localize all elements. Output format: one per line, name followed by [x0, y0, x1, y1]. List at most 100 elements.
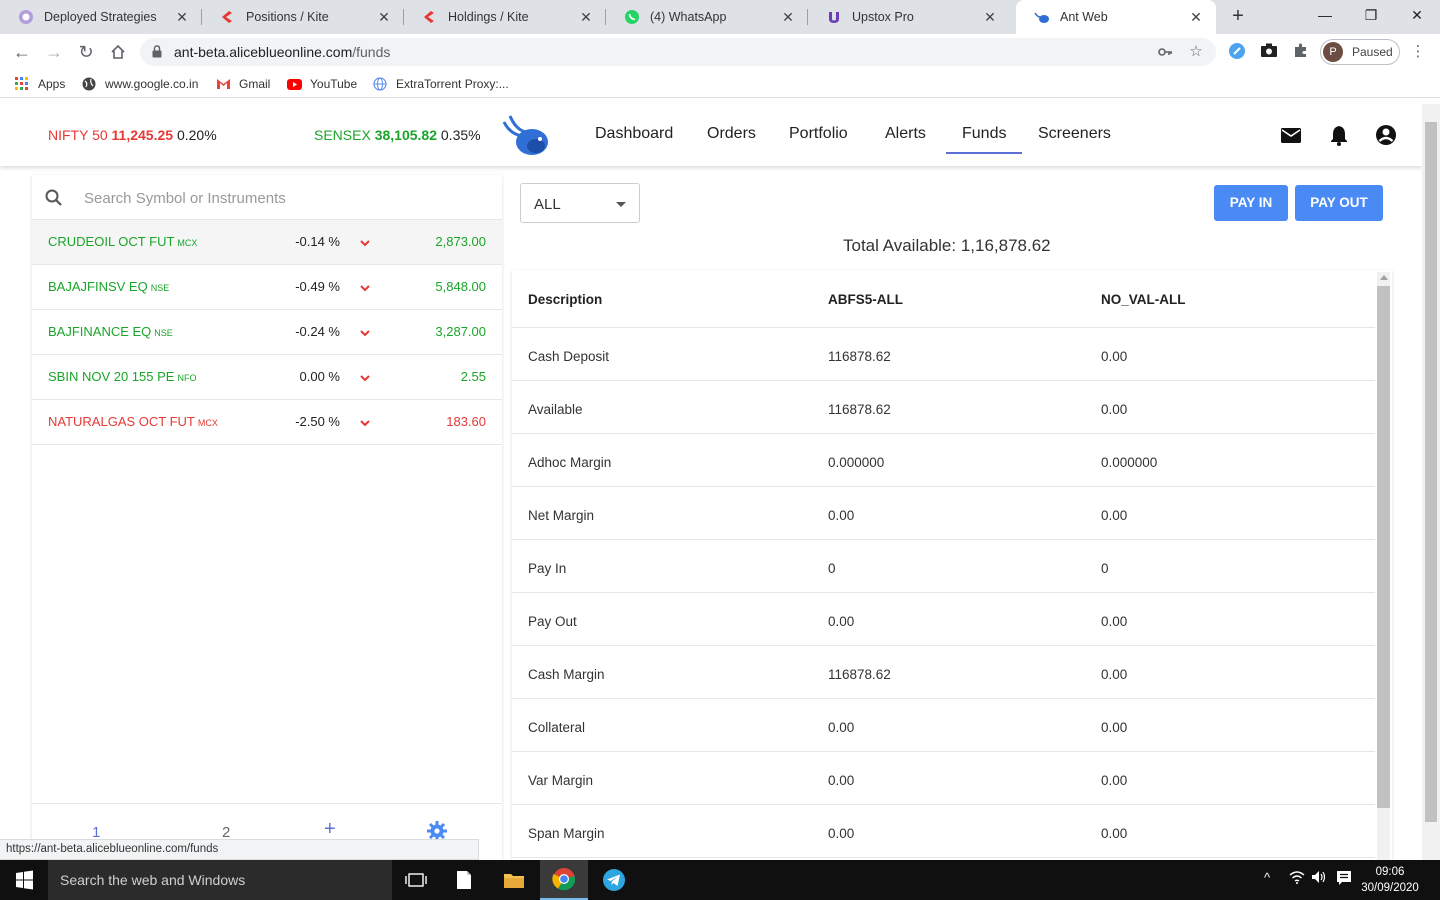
home-icon[interactable]: [106, 40, 130, 64]
search-input[interactable]: [84, 185, 484, 211]
table-row: Cash Deposit 116878.62 0.00: [512, 328, 1375, 381]
nav-dashboard[interactable]: Dashboard: [595, 125, 674, 142]
nav-portfolio[interactable]: Portfolio: [789, 125, 848, 142]
minimize-button[interactable]: —: [1318, 7, 1332, 23]
bookmark-star-icon[interactable]: ☆: [1189, 43, 1203, 60]
chevron-down-icon[interactable]: [358, 371, 372, 385]
column-header: NO_VAL-ALL: [1101, 292, 1186, 307]
back-icon[interactable]: ←: [13, 42, 31, 62]
taskbar-clock[interactable]: 09:06 30/09/2020: [1360, 864, 1420, 896]
gmail-icon: [215, 76, 231, 92]
close-icon[interactable]: ✕: [782, 9, 794, 25]
page-scrollbar[interactable]: [1422, 104, 1440, 860]
windows-taskbar: Search the web and Windows ^ 09:06 30/09…: [0, 860, 1440, 900]
watchlist-page-2[interactable]: 2: [222, 824, 231, 841]
bookmark-gmail[interactable]: Gmail: [215, 76, 270, 92]
clock-date: 30/09/2020: [1361, 882, 1419, 894]
nav-screeners[interactable]: Screeners: [1038, 125, 1111, 142]
camera-icon[interactable]: [1259, 42, 1279, 62]
telegram-icon[interactable]: [590, 860, 638, 900]
address-bar[interactable]: ant-beta.aliceblueonline.com/funds ☆: [140, 38, 1216, 66]
nav-alerts[interactable]: Alerts: [885, 125, 926, 142]
exchange-label: MCX: [177, 238, 198, 248]
close-icon[interactable]: ✕: [580, 9, 592, 25]
puzzle-extensions-icon[interactable]: [1291, 42, 1311, 62]
wifi-icon[interactable]: [1289, 870, 1305, 887]
close-icon[interactable]: ✕: [984, 9, 996, 25]
nifty-ticker[interactable]: NIFTY 50 11,245.25 0.20%: [48, 127, 217, 143]
reload-icon[interactable]: ↻: [78, 42, 94, 62]
last-price: 2,873.00: [435, 234, 486, 249]
clock-time: 09:06: [1375, 866, 1405, 878]
close-icon[interactable]: ✕: [176, 9, 188, 25]
bookmark-extratorrent[interactable]: ExtraTorrent Proxy:...: [372, 76, 509, 92]
notification-center-icon[interactable]: [1336, 870, 1352, 889]
close-icon[interactable]: ✕: [1190, 9, 1202, 25]
menu-kebab-icon[interactable]: ⋮: [1410, 43, 1426, 60]
chevron-down-icon[interactable]: [358, 236, 372, 250]
kite-icon: [422, 9, 438, 25]
table-row: Collateral 0.00 0.00: [512, 699, 1375, 752]
page-scrollbar-thumb[interactable]: [1425, 122, 1437, 822]
browser-tab[interactable]: Deployed Strategies ✕: [0, 0, 202, 34]
bookmark-youtube[interactable]: YouTube: [286, 76, 357, 92]
pay-out-button[interactable]: PAY OUT: [1295, 185, 1383, 221]
restore-button[interactable]: ❐: [1364, 7, 1378, 23]
kite-icon: [220, 9, 236, 25]
start-button[interactable]: [0, 860, 48, 900]
mail-icon[interactable]: [1280, 124, 1302, 146]
sensex-ticker[interactable]: SENSEX 38,105.82 0.35%: [314, 127, 481, 143]
browser-tab[interactable]: Holdings / Kite ✕: [404, 0, 606, 34]
watchlist-item[interactable]: SBIN NOV 20 155 PE NFO 0.00 % 2.55: [32, 355, 502, 400]
nav-orders[interactable]: Orders: [707, 125, 756, 142]
watchlist-item[interactable]: CRUDEOIL OCT FUT MCX -0.14 % 2,873.00: [32, 220, 502, 265]
bookmark-google[interactable]: www.google.co.in: [81, 76, 198, 92]
account-icon[interactable]: [1375, 124, 1397, 146]
watchlist-item[interactable]: NATURALGAS OCT FUT MCX -2.50 % 183.60: [32, 400, 502, 445]
ant-logo[interactable]: [502, 112, 552, 158]
nav-funds[interactable]: Funds: [946, 104, 1023, 154]
watchlist-page-1[interactable]: 1: [92, 824, 101, 841]
browser-tab-active[interactable]: Ant Web ✕: [1016, 0, 1216, 34]
browser-tab[interactable]: Positions / Kite ✕: [202, 0, 404, 34]
close-icon[interactable]: ✕: [378, 9, 390, 25]
watchlist-item[interactable]: BAJFINANCE EQ NSE -0.24 % 3,287.00: [32, 310, 502, 355]
forward-icon[interactable]: →: [45, 42, 63, 62]
segment-filter-select[interactable]: ALL: [520, 183, 640, 223]
scrollbar-thumb[interactable]: [1377, 286, 1390, 808]
pay-in-button[interactable]: PAY IN: [1214, 185, 1288, 221]
window-close-button[interactable]: ✕: [1411, 7, 1423, 23]
file-explorer-icon[interactable]: [490, 860, 538, 900]
watchlist-item[interactable]: BAJAJFINSV EQ NSE -0.49 % 5,848.00: [32, 265, 502, 310]
file-icon[interactable]: [440, 860, 488, 900]
bookmark-apps[interactable]: Apps: [14, 76, 65, 92]
add-watchlist-icon[interactable]: +: [324, 818, 336, 840]
browser-toolbar: ← → ↻ ant-beta.aliceblueonline.com/funds…: [0, 34, 1440, 70]
browser-tab[interactable]: (4) WhatsApp ✕: [606, 0, 808, 34]
change-percent: -2.50 %: [295, 414, 340, 429]
chevron-down-icon[interactable]: [358, 326, 372, 340]
bell-icon[interactable]: [1328, 124, 1350, 146]
table-row: Available 116878.62 0.00: [512, 381, 1375, 434]
chevron-down-icon[interactable]: [358, 416, 372, 430]
scroll-up-arrow-icon[interactable]: [1380, 275, 1388, 280]
taskbar-search[interactable]: Search the web and Windows: [48, 860, 392, 900]
strategy-icon: [18, 9, 34, 25]
extension-icon[interactable]: [1227, 42, 1247, 62]
task-view-icon[interactable]: [392, 860, 440, 900]
profile-button[interactable]: P Paused: [1320, 39, 1400, 65]
chrome-icon[interactable]: [540, 860, 588, 900]
key-icon[interactable]: [1156, 43, 1174, 61]
chevron-down-icon[interactable]: [358, 281, 372, 295]
new-tab-button[interactable]: +: [1232, 5, 1244, 27]
url-text: ant-beta.aliceblueonline.com/funds: [174, 44, 391, 60]
column-header: Description: [528, 292, 603, 307]
volume-icon[interactable]: [1311, 870, 1327, 887]
table-row: Net Margin 0.00 0.00: [512, 487, 1375, 540]
search-icon: [44, 188, 64, 208]
table-scrollbar[interactable]: [1377, 272, 1390, 860]
browser-tab[interactable]: Upstox Pro ✕: [808, 0, 1010, 34]
last-price: 5,848.00: [435, 279, 486, 294]
tray-expand-icon[interactable]: ^: [1264, 870, 1271, 885]
